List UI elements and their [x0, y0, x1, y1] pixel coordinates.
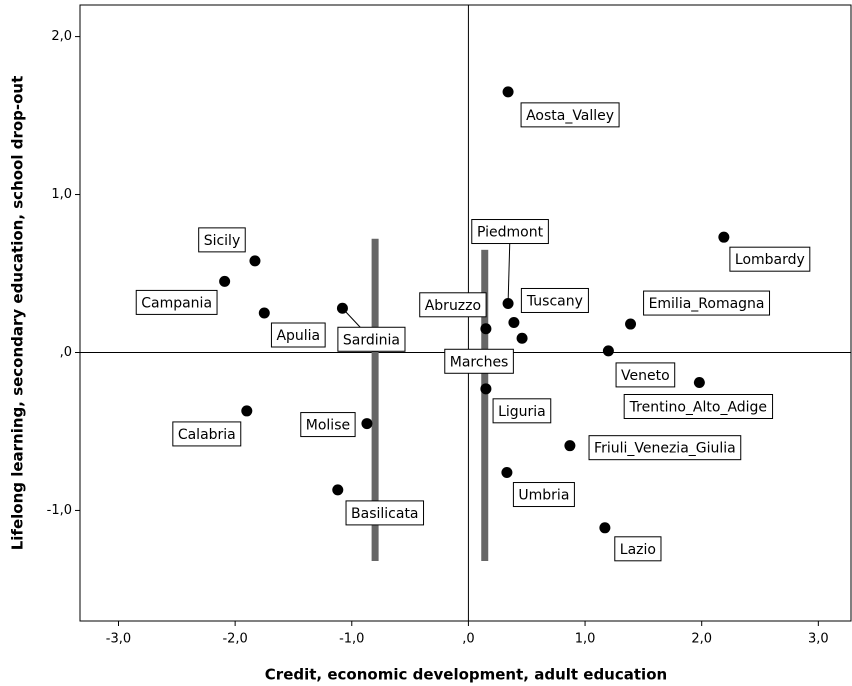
- point: [625, 318, 637, 330]
- point: [693, 376, 705, 388]
- point-label: Basilicata: [351, 506, 419, 522]
- label-box: [345, 500, 425, 526]
- label-box: [337, 326, 406, 352]
- point-label: Sicily: [204, 233, 241, 249]
- point: [219, 275, 231, 287]
- point-label: Emilia_Romagna: [649, 296, 765, 312]
- point: [336, 302, 348, 314]
- point-label: Liguria: [498, 404, 546, 420]
- label-box: [419, 292, 487, 318]
- point: [258, 307, 270, 319]
- x-tick-label: 1,0: [575, 632, 596, 647]
- y-tick-label: ,0: [60, 345, 72, 360]
- point-label: Abruzzo: [425, 298, 481, 314]
- label-box: [492, 398, 552, 424]
- plot-frame: [79, 4, 852, 622]
- label-box: [471, 219, 549, 245]
- label-box: [172, 421, 242, 447]
- point: [508, 316, 520, 328]
- point: [480, 383, 492, 395]
- label-box: [588, 435, 742, 461]
- point-label: Calabria: [178, 427, 236, 443]
- label-box: [614, 536, 662, 562]
- point: [564, 440, 576, 452]
- point-label: Piedmont: [477, 225, 544, 241]
- x-tick-label: -3,0: [106, 632, 131, 647]
- point-label: Marches: [450, 354, 509, 370]
- point: [502, 86, 514, 98]
- point: [599, 522, 611, 534]
- point-label: Lazio: [620, 542, 656, 558]
- point-label: Tuscany: [526, 293, 583, 309]
- point: [516, 332, 528, 344]
- point-label: Sardinia: [343, 332, 400, 348]
- point-label: Umbria: [518, 488, 569, 504]
- label-box: [444, 348, 514, 374]
- point: [718, 231, 730, 243]
- point: [249, 255, 261, 267]
- x-tick-label: -2,0: [222, 632, 247, 647]
- point-label: Molise: [306, 418, 350, 434]
- label-box: [198, 227, 246, 253]
- point: [480, 323, 492, 335]
- cluster-bar: [481, 249, 489, 561]
- label-box: [615, 362, 676, 388]
- point-label: Campania: [141, 295, 212, 311]
- x-tick-label: 3,0: [808, 632, 829, 647]
- y-axis-title: Lifelong learning, secondary education, …: [9, 76, 27, 551]
- point-label: Veneto: [621, 368, 670, 384]
- y-tick-label: 1,0: [51, 187, 72, 202]
- x-axis-title: Credit, economic development, adult educ…: [265, 666, 667, 684]
- point: [602, 345, 614, 357]
- label-box: [270, 322, 326, 348]
- label-box: [512, 482, 575, 508]
- label-box: [300, 412, 356, 438]
- cluster-bar: [371, 238, 379, 561]
- point: [241, 405, 253, 417]
- y-tick-label: -1,0: [47, 503, 72, 518]
- point: [332, 484, 344, 496]
- point: [361, 418, 373, 430]
- point-label: Apulia: [276, 328, 320, 344]
- label-box: [520, 287, 589, 313]
- x-tick-label: 2,0: [691, 632, 712, 647]
- point-label: Lombardy: [735, 252, 805, 268]
- x-tick-label: ,0: [462, 632, 474, 647]
- point-label: Aosta_Valley: [526, 108, 614, 124]
- label-box: [643, 290, 771, 316]
- label-box: [623, 393, 774, 419]
- point: [501, 467, 513, 479]
- point-label: Trentino_Alto_Adige: [629, 399, 767, 415]
- label-box: [135, 289, 218, 315]
- label-box: [520, 102, 620, 128]
- point: [502, 298, 514, 310]
- y-tick-label: 2,0: [51, 29, 72, 44]
- point-label: Friuli_Venezia_Giulia: [594, 441, 736, 457]
- label-box: [729, 246, 811, 272]
- x-tick-label: -1,0: [339, 632, 364, 647]
